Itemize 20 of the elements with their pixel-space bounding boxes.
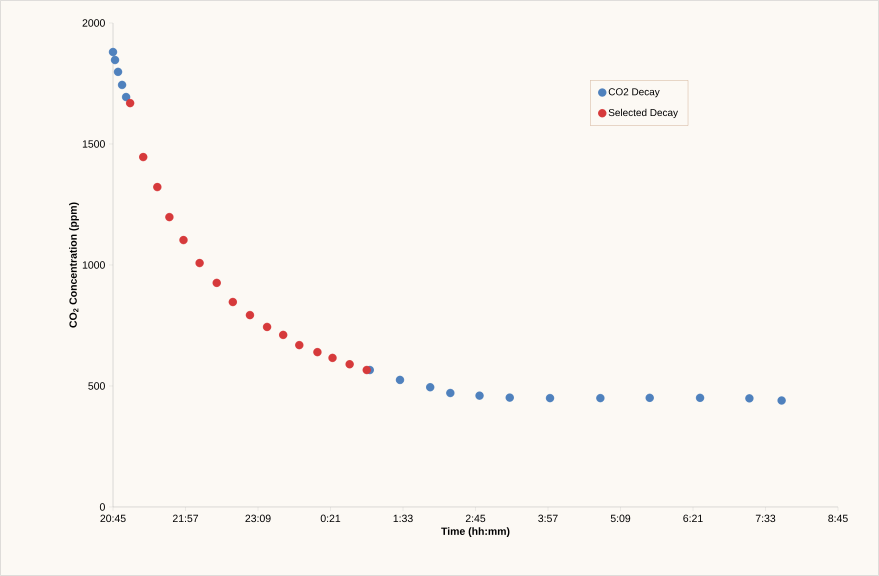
x-tick-label: 8:45 [828,514,848,522]
x-tick-label: 23:09 [245,514,271,522]
x-tick-label: 0:21 [320,514,340,522]
x-tick-label: 2:45 [466,514,486,522]
x-tick-label: 20:45 [100,514,126,522]
legend-label: Selected Decay [608,108,678,118]
x-tick-label: 5:09 [610,514,630,522]
x-axis-title: Time (hh:mm) [441,527,510,537]
x-tick-label: 6:21 [683,514,703,522]
y-tick-label: 1500 [82,140,105,148]
legend-label: CO2 Decay [608,88,660,98]
y-tick-label: 1000 [82,261,105,269]
y-tick-label: 2000 [82,19,105,27]
x-tick-label: 3:57 [538,514,558,522]
x-tick-label: 7:33 [756,514,776,522]
y-tick-label: 500 [88,382,105,390]
y-tick-label: 0 [100,503,105,511]
y-axis-title: CO$_{2}$ Concentration (ppm) [69,202,79,328]
x-tick-label: 21:57 [172,514,198,522]
x-tick-label: 1:33 [394,514,413,522]
